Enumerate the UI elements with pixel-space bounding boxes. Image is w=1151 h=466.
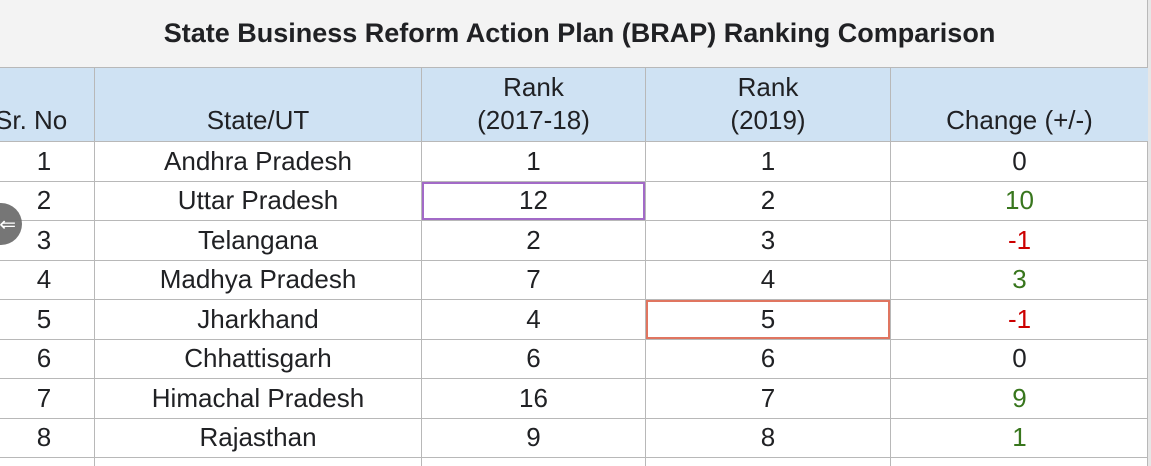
page-edge <box>1148 0 1151 466</box>
cell-rank-2017-18: 9 <box>422 418 646 458</box>
cell-rank-2019: 3 <box>646 221 891 261</box>
cell-change-negative: -1 <box>891 300 1148 340</box>
cell-change-positive: 10 <box>891 182 1148 221</box>
cell-state: Madhya Pradesh <box>95 260 422 300</box>
cell-state: Andhra Pradesh <box>95 142 422 182</box>
cell-state: Jharkhand <box>95 300 422 340</box>
cell-cutoff <box>422 458 646 466</box>
cell-change: 0 <box>891 340 1148 379</box>
cell-cutoff <box>891 458 1148 466</box>
cell-change-negative: -1 <box>891 221 1148 261</box>
cell-sr: 6 <box>0 339 95 379</box>
cell-cutoff <box>0 458 95 466</box>
ranking-table: Sr. No State/UT Rank (2017-18) Rank (201… <box>0 68 1148 466</box>
cell-rank-2019: 2 <box>646 181 891 221</box>
cell-rank-2017-18: 2 <box>422 221 646 261</box>
cell-rank-2017-18: 7 <box>422 260 646 300</box>
cell-change-positive: 3 <box>891 261 1148 300</box>
cell-sr: 8 <box>0 418 95 458</box>
cell-sr: 3 <box>0 221 95 261</box>
cell-rank-2019: 4 <box>646 260 891 300</box>
cell-rank-2019: 8 <box>646 418 891 458</box>
cell-sr: 1 <box>0 142 95 182</box>
cell-rank-2019-highlighted: 5 <box>646 300 891 340</box>
cell-sr: 7 <box>0 379 95 419</box>
cell-rank-2017-18: 6 <box>422 339 646 379</box>
cell-cutoff <box>646 458 891 466</box>
cell-change-positive: 9 <box>891 379 1148 419</box>
cell-rank-2019: 7 <box>646 379 891 419</box>
cell-state: Rajasthan <box>95 418 422 458</box>
table-title: State Business Reform Action Plan (BRAP)… <box>0 0 1148 68</box>
back-nav-button[interactable]: ⇐ <box>0 203 22 245</box>
cell-change-positive: 1 <box>891 419 1148 458</box>
header-rank-2017-18: Rank (2017-18) <box>422 68 646 142</box>
table-title-text: State Business Reform Action Plan (BRAP)… <box>163 18 996 48</box>
header-sr-no: Sr. No <box>0 68 95 142</box>
arrow-left-icon: ⇐ <box>0 213 16 236</box>
cell-rank-2017-18: 16 <box>422 379 646 419</box>
cell-sr: 4 <box>0 260 95 300</box>
cell-rank-2019: 6 <box>646 339 891 379</box>
cell-rank-2017-18: 1 <box>422 142 646 182</box>
cell-state: Telangana <box>95 221 422 261</box>
cell-rank-2019: 1 <box>646 142 891 182</box>
cell-state: Uttar Pradesh <box>95 181 422 221</box>
cell-state: Himachal Pradesh <box>95 379 422 419</box>
cell-sr: 5 <box>0 300 95 340</box>
cell-change: 0 <box>891 142 1148 182</box>
cell-sr: 2 <box>0 181 95 221</box>
cell-cutoff <box>95 458 422 466</box>
header-change: Change (+/-) <box>891 68 1148 142</box>
cell-rank-2017-18-highlighted: 12 <box>422 181 646 221</box>
cell-rank-2017-18: 4 <box>422 300 646 340</box>
header-state: State/UT <box>95 68 422 142</box>
cell-state: Chhattisgarh <box>95 339 422 379</box>
header-rank-2019: Rank (2019) <box>646 68 891 142</box>
